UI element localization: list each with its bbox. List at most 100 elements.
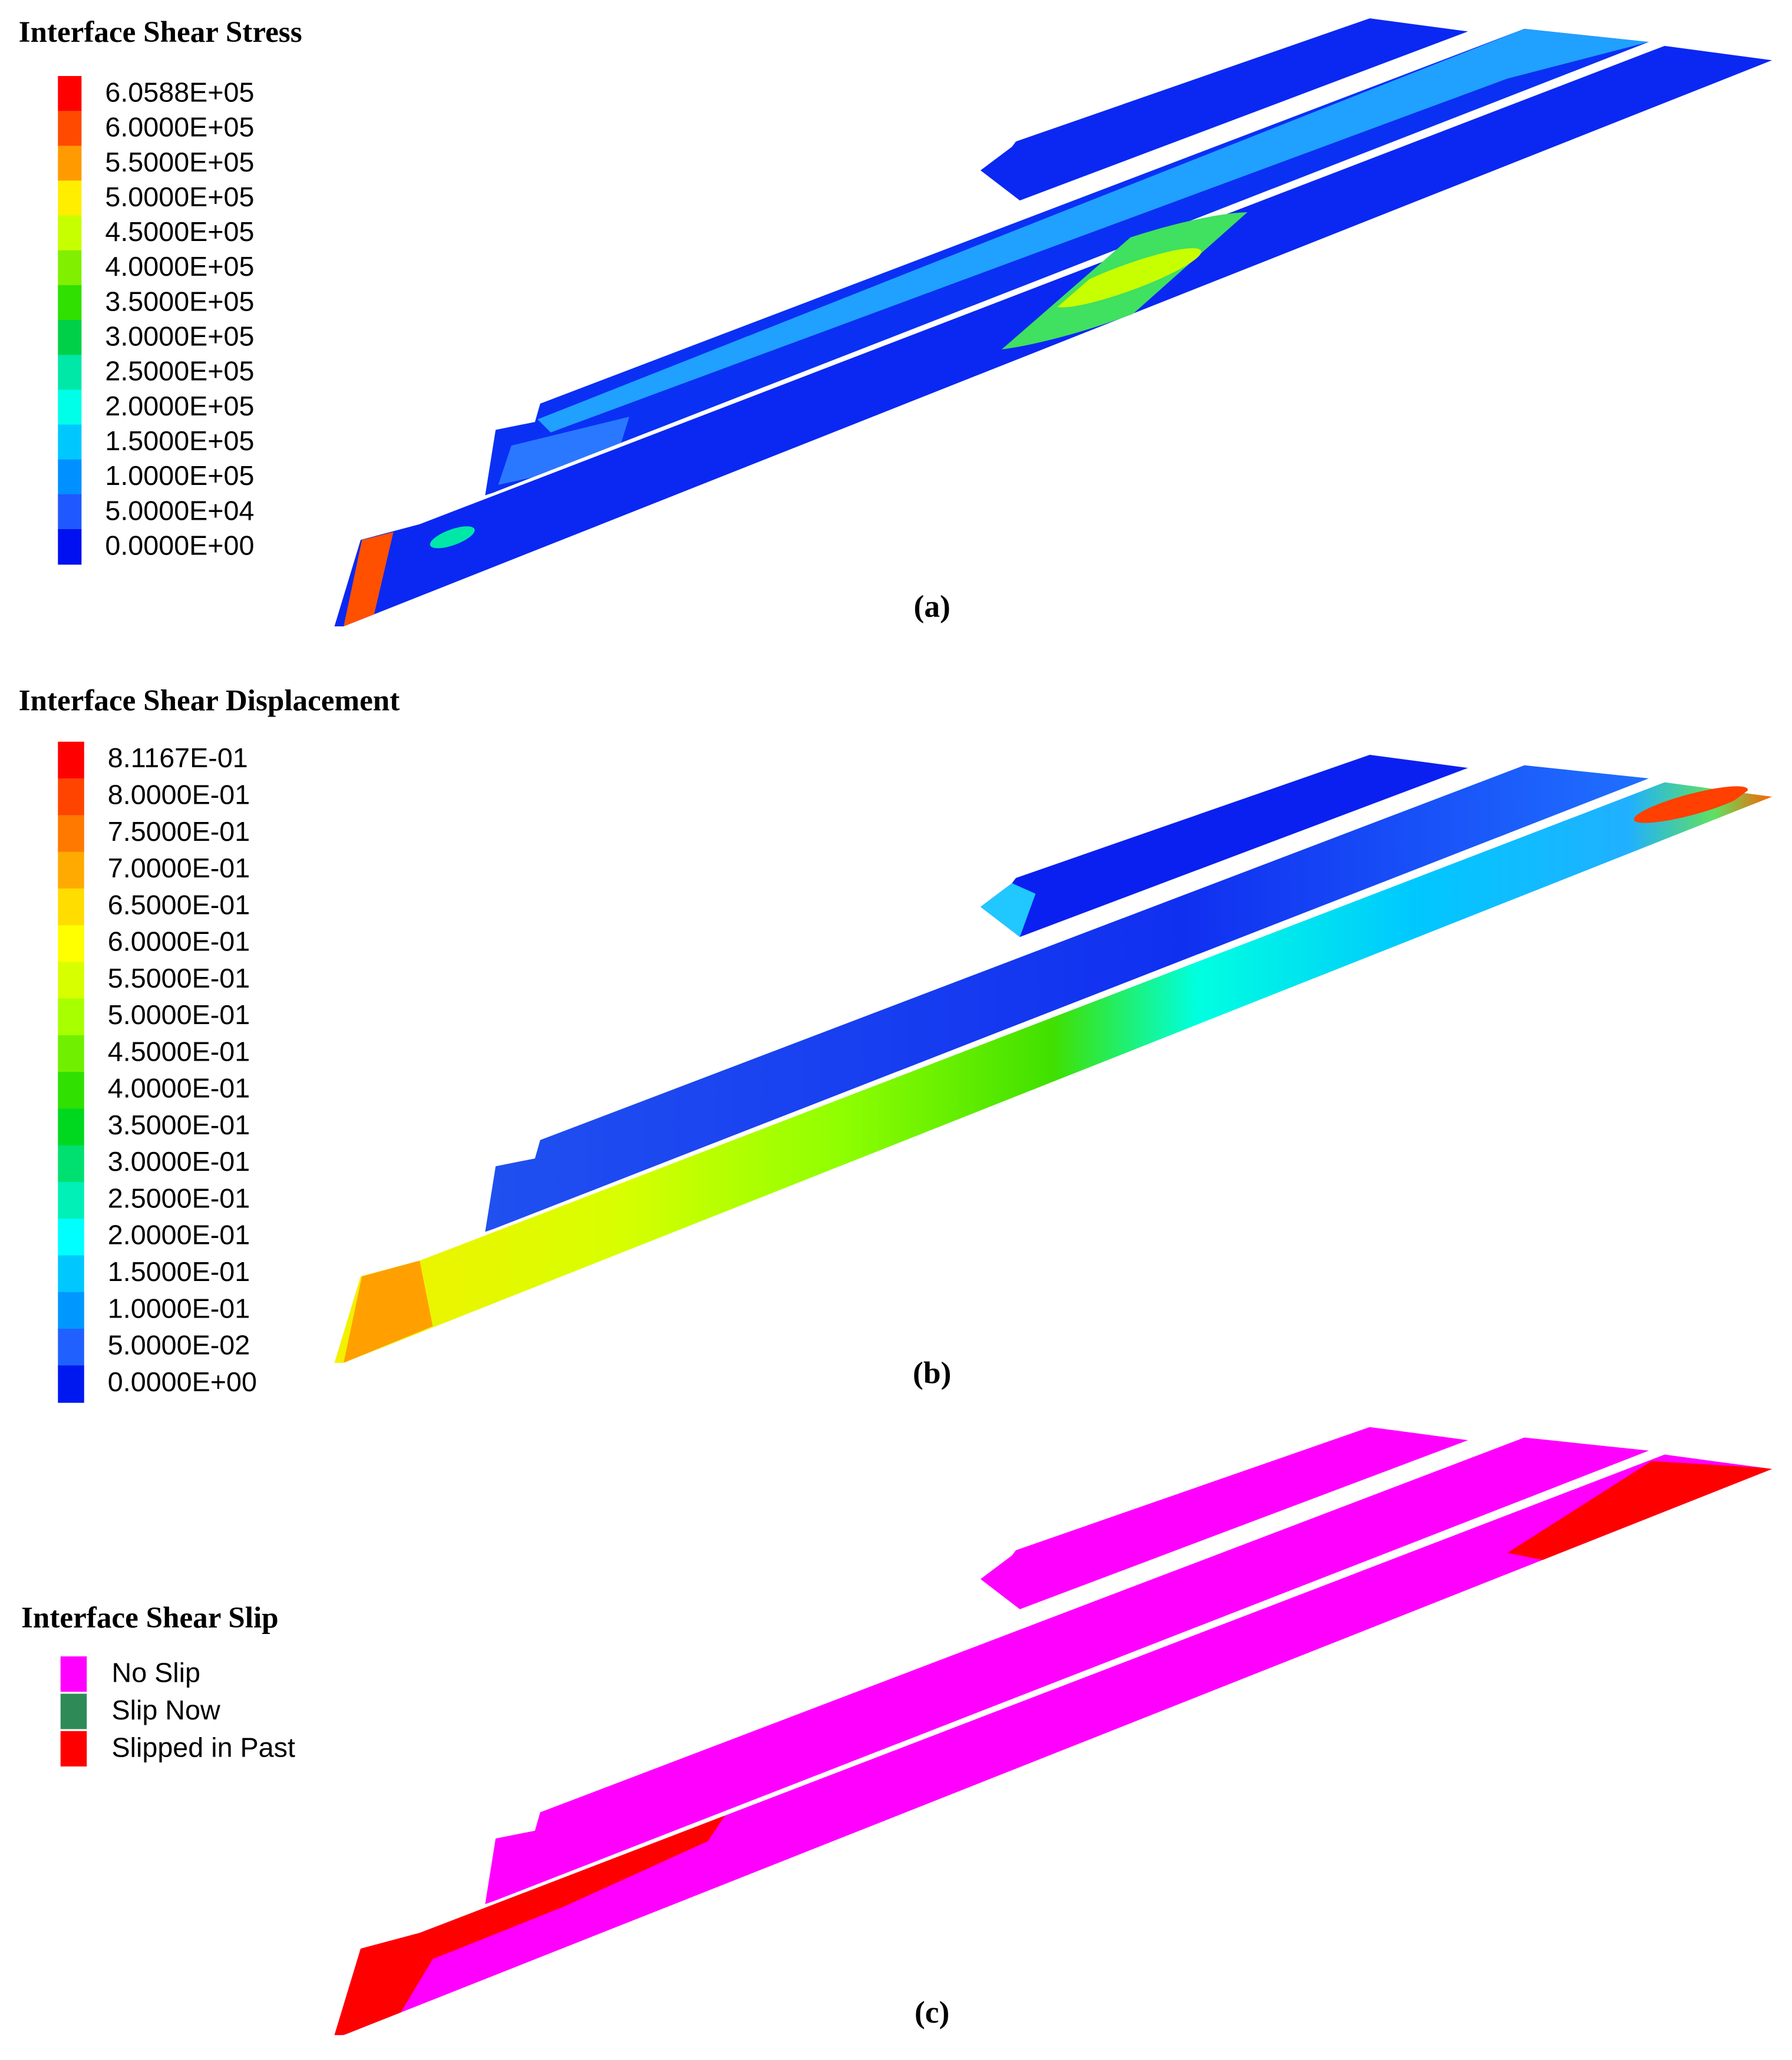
legend-title: Interface Shear Displacement — [19, 684, 400, 717]
contour-plot — [334, 1427, 1773, 2035]
contour-region — [498, 417, 629, 485]
legend-label: 4.5000E-01 — [108, 1036, 250, 1067]
caption: (a) — [914, 588, 951, 623]
legend-swatch — [58, 1329, 84, 1366]
legend-label: 2.5000E-01 — [108, 1183, 250, 1213]
legend-label: 5.5000E+05 — [105, 147, 254, 177]
legend-label: 1.5000E+05 — [105, 425, 254, 456]
legend-swatch — [58, 1108, 84, 1146]
legend-label: 7.5000E-01 — [108, 816, 250, 847]
contour-region — [1053, 248, 1202, 308]
legend-swatch — [58, 529, 82, 565]
legend-label: 2.5000E+05 — [105, 356, 254, 387]
legend-swatch — [58, 215, 82, 251]
legend-swatch — [60, 1656, 87, 1692]
legend-label: 6.0000E+05 — [105, 112, 254, 143]
panel: Interface Shear Stress 6.0588E+05 6.0000E+… — [19, 15, 1773, 627]
legend-swatch — [58, 1145, 84, 1183]
legend-swatch — [58, 1181, 84, 1220]
strip — [980, 754, 1468, 937]
legend-label: 4.5000E+05 — [105, 216, 254, 247]
panel: Interface Shear Displacement 8.1167E-01 8.… — [19, 684, 1773, 1403]
legend-swatch — [60, 1731, 87, 1767]
legend-swatch — [58, 285, 82, 321]
legend-swatch — [58, 888, 84, 926]
legend-label: 3.0000E+05 — [105, 321, 254, 352]
strip — [980, 1427, 1468, 1609]
legend-swatch — [58, 1219, 84, 1256]
legend-swatch — [60, 1693, 87, 1729]
contour-region — [334, 1801, 734, 2035]
legend-swatch — [58, 146, 82, 181]
legend-swatch — [58, 424, 82, 460]
contour-region — [1507, 1461, 1773, 1566]
legend-label: 6.0000E-01 — [108, 926, 250, 957]
strip — [980, 18, 1468, 201]
contour-region — [537, 28, 1649, 433]
legend-swatch — [58, 1035, 84, 1073]
legend-swatch — [58, 1072, 84, 1110]
legend-swatch — [58, 320, 82, 356]
legend-label: 5.0000E+05 — [105, 181, 254, 212]
legend-swatch — [58, 815, 84, 853]
legend-swatch — [58, 180, 82, 216]
legend-label: 3.0000E-01 — [108, 1146, 250, 1177]
caption: (b) — [913, 1355, 951, 1390]
legend-label: 5.0000E-02 — [108, 1330, 250, 1361]
legend-label: Slip Now — [111, 1695, 220, 1725]
caption: (c) — [915, 1995, 949, 2030]
legend-label: 0.0000E+00 — [105, 530, 254, 560]
contour-region — [980, 883, 1036, 937]
legend-label: 5.0000E+04 — [105, 495, 254, 526]
contour-plot — [334, 18, 1773, 627]
legend-label: 1.5000E-01 — [108, 1256, 250, 1287]
legend-swatch — [58, 111, 82, 147]
legend-label: 1.0000E-01 — [108, 1293, 250, 1323]
legend-label: 3.5000E-01 — [108, 1110, 250, 1140]
legend-label: 6.5000E-01 — [108, 889, 250, 920]
contour-plot — [334, 754, 1773, 1363]
contour-region — [344, 531, 394, 627]
legend-swatch — [58, 75, 82, 112]
legend-swatch — [58, 925, 84, 963]
legend-label: Slipped in Past — [111, 1732, 295, 1762]
legend-swatch — [58, 741, 84, 780]
strip — [485, 765, 1649, 1232]
legend-swatch — [58, 389, 82, 425]
legend-swatch — [58, 355, 82, 391]
strip — [485, 28, 1649, 496]
legend-label: 8.1167E-01 — [108, 742, 248, 773]
legend-label: 2.0000E+05 — [105, 391, 254, 421]
contour-region — [344, 1260, 433, 1363]
legend-swatch — [58, 1365, 84, 1403]
legend-swatch — [58, 962, 84, 999]
legend-label: 3.5000E+05 — [105, 286, 254, 316]
contour-region — [1088, 1716, 1311, 1835]
legend-swatch — [58, 778, 84, 816]
legend-swatch — [58, 459, 82, 495]
legend-label: No Slip — [111, 1658, 200, 1688]
legend-swatch — [58, 250, 82, 286]
strip — [334, 782, 1773, 1363]
legend-swatch — [58, 1292, 84, 1330]
legend-title: Interface Shear Stress — [19, 15, 302, 49]
contour-region — [1633, 786, 1748, 823]
strip — [334, 1454, 1773, 2035]
legend-title: Interface Shear Slip — [21, 1601, 279, 1635]
legend-swatch — [58, 1255, 84, 1293]
legend-label: 5.0000E-01 — [108, 999, 250, 1030]
legend-label: 5.5000E-01 — [108, 963, 250, 993]
legend-label: 4.0000E+05 — [105, 251, 254, 282]
contour-region — [430, 526, 475, 549]
legend-label: 6.0588E+05 — [105, 77, 254, 107]
legend-swatch — [58, 998, 84, 1036]
legend-label: 4.0000E-01 — [108, 1073, 250, 1104]
legend-label: 1.0000E+05 — [105, 460, 254, 491]
legend-swatch — [58, 494, 82, 530]
legend-label: 8.0000E-01 — [108, 779, 250, 810]
panel: Interface Shear Slip No Slip Slip Now Slipp… — [21, 1427, 1773, 2035]
legend-label: 2.0000E-01 — [108, 1220, 250, 1250]
legend-label: 7.0000E-01 — [108, 853, 250, 883]
strip — [485, 1437, 1649, 1904]
